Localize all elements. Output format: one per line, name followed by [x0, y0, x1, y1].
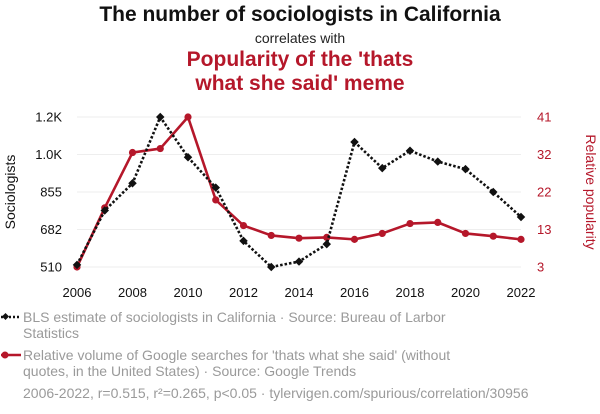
line-chart: 1.2K 1.0K 855 682 510 41 32 22 13 3 2006 2008 2010 20…: [2, 110, 599, 301]
x-tick-label: 2018: [396, 285, 425, 300]
data-point-meme: [128, 148, 137, 157]
y2-tick-label: 32: [537, 147, 551, 162]
x-tick-label: 2012: [229, 285, 258, 300]
data-point-sociologists: [322, 239, 331, 249]
y-tick-label: 855: [40, 185, 62, 200]
data-point-meme: [184, 113, 192, 121]
y2-axis-label: Relative popularity: [583, 134, 599, 249]
data-point-meme: [239, 221, 248, 230]
chart-title-2-line2: what she said' meme: [195, 72, 405, 95]
data-point-meme: [461, 229, 470, 238]
chart-title: The number of sociologists in California: [99, 3, 501, 26]
data-point-meme: [489, 232, 497, 240]
data-point-meme: [156, 144, 164, 153]
legend-swatch-meme: [1, 351, 21, 359]
data-point-sociologists: [461, 164, 470, 174]
data-point-sociologists: [378, 163, 387, 173]
data-point-meme: [517, 235, 525, 243]
data-point-sociologists: [489, 187, 498, 197]
data-point-meme: [378, 229, 386, 238]
y2-tick-label: 13: [537, 222, 551, 237]
x-tick-label: 2016: [340, 285, 369, 300]
data-point-sociologists: [350, 137, 359, 147]
data-point-sociologists: [72, 260, 82, 270]
data-point-meme: [295, 234, 303, 242]
x-tick-label: 2010: [174, 285, 203, 300]
data-point-sociologists: [100, 206, 109, 215]
data-point-sociologists: [156, 112, 165, 122]
data-point-sociologists: [294, 257, 304, 266]
data-point-sociologists: [239, 236, 248, 246]
y2-tick-label: 41: [537, 110, 551, 125]
data-point-meme: [267, 231, 275, 240]
legend-label-sociologists: BLS estimate of sociologists in Californ…: [23, 309, 446, 341]
chart-subtitle: correlates with: [254, 30, 346, 46]
data-point-meme: [434, 218, 442, 226]
y-tick-label: 1.2K: [35, 110, 62, 125]
x-tick-label: 2014: [285, 285, 314, 300]
data-point-sociologists: [183, 152, 193, 162]
legend-swatch-sociologists: [1, 312, 21, 321]
x-tick-label: 2022: [507, 285, 536, 300]
data-point-sociologists: [128, 179, 137, 188]
y-axis-label: Sociologists: [2, 155, 18, 230]
x-tick-label: 2008: [118, 285, 147, 300]
y-tick-label: 510: [40, 260, 62, 275]
y2-tick-label: 22: [537, 185, 551, 200]
x-tick-label: 2020: [451, 285, 480, 300]
data-point-meme: [406, 219, 414, 228]
y-tick-label: 682: [40, 222, 62, 237]
data-point-sociologists: [267, 262, 276, 272]
chart-title-2-line1: Popularity of the 'thats: [186, 48, 414, 71]
data-point-sociologists: [405, 146, 415, 155]
x-tick-label: 2006: [63, 285, 92, 300]
footer-stats: 2006-2022, r=0.515, r²=0.265, p<0.05 · t…: [23, 385, 529, 401]
data-point-sociologists: [211, 183, 220, 192]
data-point-sociologists: [433, 157, 442, 166]
legend-label-meme: Relative volume of Google searches for '…: [23, 347, 451, 379]
data-point-meme: [350, 235, 359, 243]
y-tick-label: 1.0K: [35, 147, 62, 162]
chart-title-2: Popularity of the 'thats what she said' …: [0, 48, 600, 96]
y2-tick-label: 3: [537, 260, 544, 275]
data-point-meme: [212, 196, 220, 204]
